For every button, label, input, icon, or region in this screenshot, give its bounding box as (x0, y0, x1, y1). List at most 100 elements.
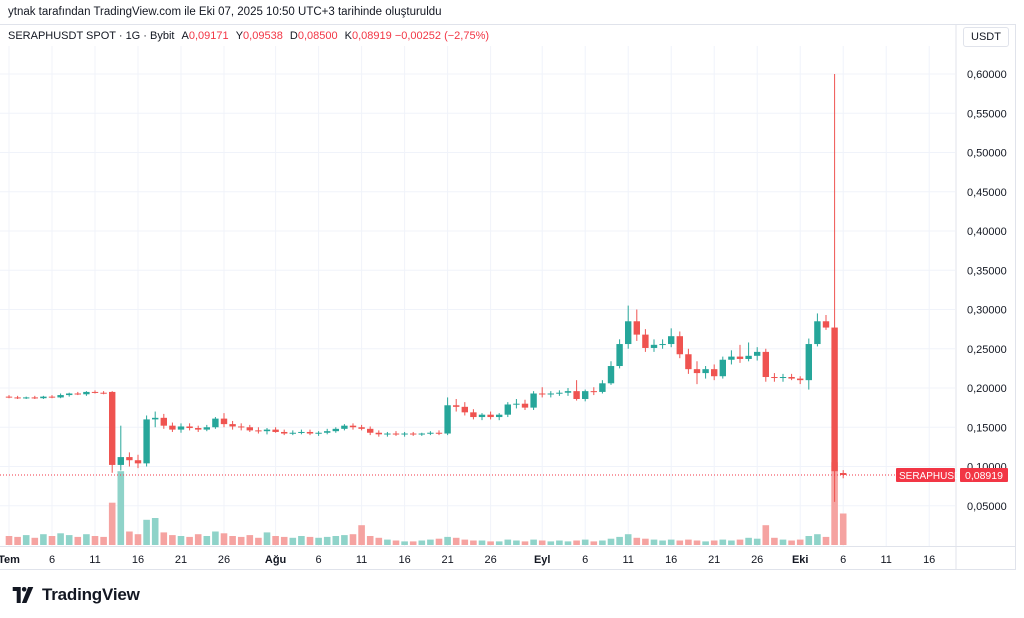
volume-bar (186, 536, 193, 545)
symbol-tag-label: SERAPHUSDT (899, 471, 967, 482)
chart-frame (0, 24, 1016, 570)
price-tag-bg (960, 467, 1008, 482)
volume-bar (194, 534, 202, 545)
candle-body (564, 391, 572, 393)
volume-bar (263, 532, 271, 545)
volume-bar (642, 538, 649, 545)
candle-body (134, 460, 142, 464)
volume-bar (5, 536, 13, 545)
candle-body (539, 393, 546, 395)
candle-body (31, 397, 38, 399)
candle-body (203, 427, 210, 430)
candle-body (177, 426, 185, 430)
volume-bar (461, 539, 469, 545)
candle-body (521, 403, 529, 408)
volume-bar (581, 539, 589, 545)
candle-body (745, 355, 752, 359)
candle-body (195, 428, 202, 430)
symbol-tag-bg (896, 467, 955, 482)
candle-body (822, 321, 830, 328)
candle-body (504, 404, 511, 415)
volume-bar (91, 536, 99, 545)
low-value: 0,08500 (297, 30, 338, 42)
volume-bar (530, 539, 537, 545)
volume-bar (427, 539, 434, 545)
x-tick-label: 6 (840, 554, 846, 566)
open-key: A (181, 30, 189, 42)
candle-body (83, 391, 90, 395)
volume-bar (805, 536, 813, 545)
volume-bar (693, 540, 701, 545)
x-tick-label: 26 (484, 554, 496, 566)
candle-body (410, 433, 417, 435)
volume-bar (375, 537, 383, 545)
volume-bar (151, 518, 159, 545)
volume-bar (323, 536, 331, 545)
candle-body (212, 418, 219, 428)
volume-bar (728, 540, 735, 545)
volume-bar (126, 531, 133, 545)
x-tick-label: 6 (49, 554, 55, 566)
candle-body (229, 424, 236, 427)
y-tick-label: 0,35000 (967, 265, 1007, 277)
candle-body (418, 433, 425, 435)
y-tick-label: 0,25000 (967, 344, 1007, 356)
tradingview-logo-text: TradingView (42, 585, 140, 604)
candle-body (633, 321, 640, 335)
candle-body (246, 427, 253, 431)
volume-bar (633, 537, 641, 545)
volume-bar (272, 536, 279, 545)
tradingview-logo[interactable]: TradingView (10, 585, 140, 605)
volume-bar (306, 536, 314, 545)
candle-body (143, 419, 150, 464)
volume-bar (771, 537, 778, 545)
candle-body (547, 393, 554, 395)
volume-bar (83, 534, 90, 545)
y-tick-label: 0,55000 (967, 108, 1007, 120)
candle-body (728, 356, 735, 360)
x-tick-label: 21 (175, 554, 187, 566)
candle-body (220, 418, 228, 425)
candle-body (298, 431, 305, 433)
price-tag-value: 0,08919 (965, 470, 1003, 482)
x-tick-label: 11 (89, 554, 100, 566)
volume-bar (418, 540, 426, 545)
candle-body (470, 412, 477, 418)
candle-body (435, 432, 443, 434)
volume-bar (341, 535, 348, 545)
candle-body (160, 417, 167, 426)
candle-body (349, 425, 357, 428)
volume-bar (169, 535, 176, 545)
volume-bar (624, 534, 632, 545)
candle-body (358, 427, 365, 429)
volume-bar (831, 462, 838, 545)
candle-body (573, 391, 580, 399)
candle-body (74, 393, 81, 395)
tradingview-logo-icon (12, 587, 34, 603)
candle-body (771, 377, 778, 379)
volume-bar (57, 533, 64, 545)
candle-body (332, 428, 339, 432)
candle-body (126, 457, 133, 461)
y-tick-label: 0,20000 (967, 383, 1007, 395)
volume-bar (814, 534, 821, 545)
currency-selector[interactable]: USDT (963, 27, 1009, 47)
open-value: 0,09171 (188, 30, 229, 42)
volume-bar (676, 540, 684, 545)
low-key: D (289, 30, 298, 42)
volume-bar (246, 535, 254, 545)
volume-bar (298, 536, 305, 545)
volume-bar (349, 534, 357, 545)
volume-bar (616, 536, 623, 545)
candle-body (186, 426, 193, 429)
candle-body (255, 430, 262, 432)
volume-bar (547, 541, 555, 545)
candle-body (306, 431, 314, 434)
candle-body (14, 397, 21, 399)
volume-bar (108, 502, 116, 545)
candle-body (754, 351, 761, 356)
volume-bar (384, 539, 391, 545)
volume-bar (100, 536, 107, 545)
x-tick-label: 6 (582, 554, 588, 566)
